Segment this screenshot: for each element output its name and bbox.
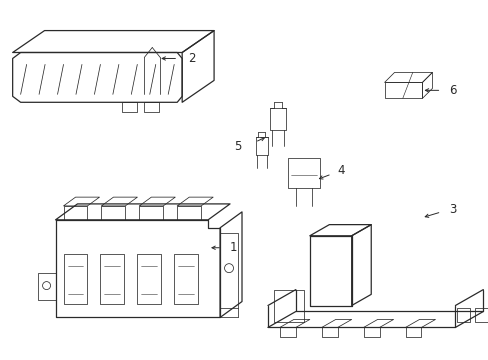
Text: 3: 3	[448, 203, 456, 216]
Text: 1: 1	[229, 241, 237, 254]
Text: 6: 6	[448, 84, 456, 97]
Text: 2: 2	[188, 52, 195, 65]
Text: 5: 5	[234, 140, 241, 153]
Text: 4: 4	[337, 163, 345, 176]
